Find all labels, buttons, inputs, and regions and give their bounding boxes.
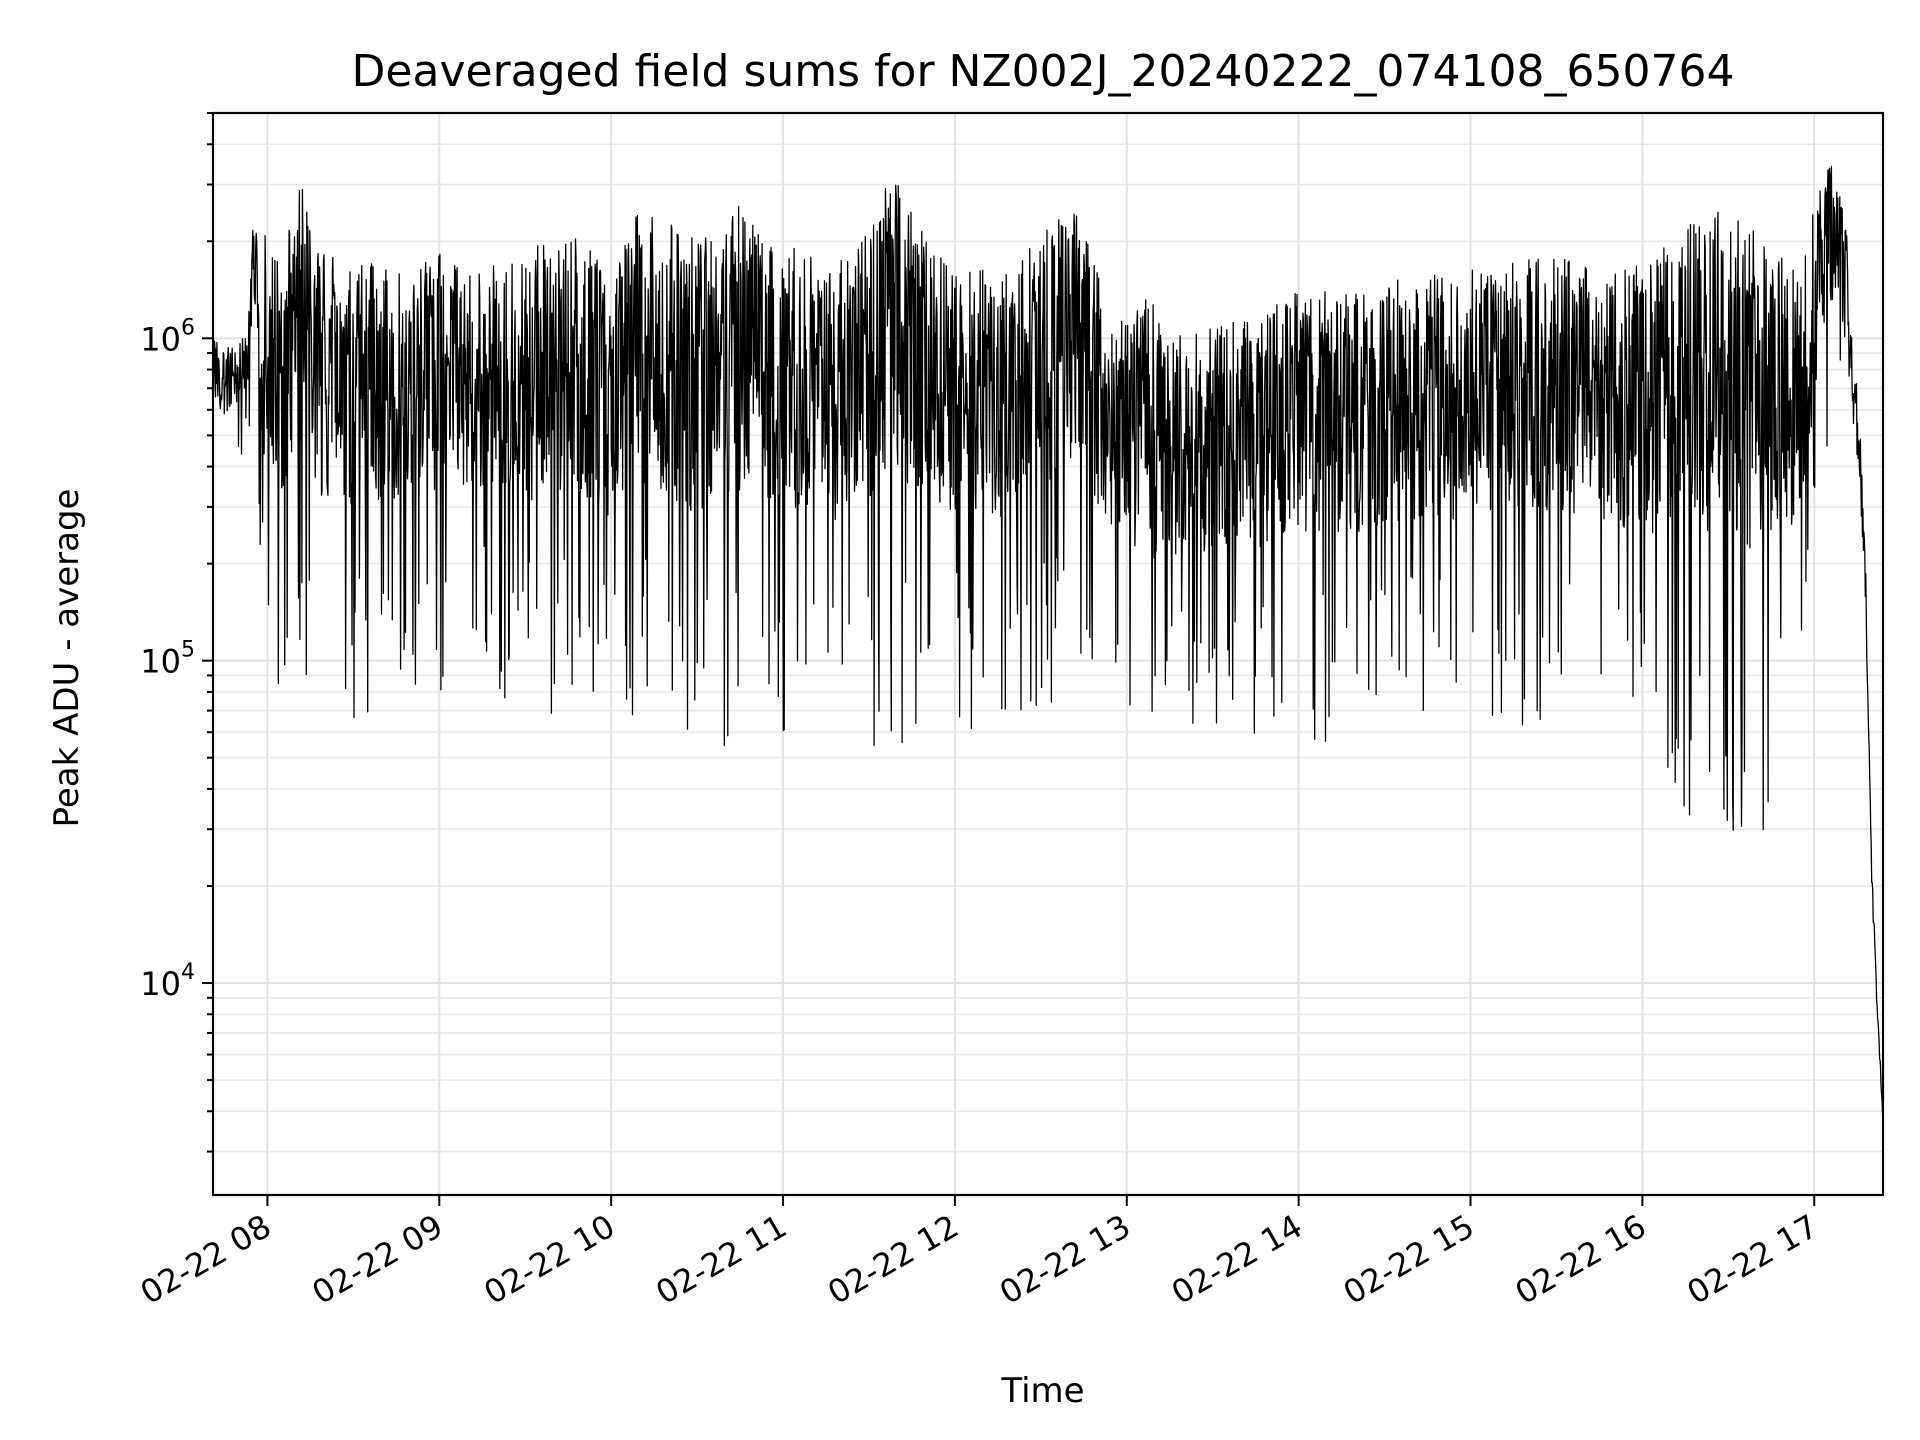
plot-frame — [211, 111, 1885, 1197]
y-tick-label: 106 — [140, 315, 195, 358]
x-axis-label: Time — [1000, 1371, 1084, 1411]
y-axis: 104 105 106 — [140, 112, 213, 1153]
y-axis-label: Peak ADU - average — [47, 489, 87, 828]
y-tick-label: 104 — [140, 960, 195, 1003]
chart-title: Deaveraged field sums for NZ002J_2024022… — [352, 46, 1735, 97]
series-line — [212, 165, 1884, 1121]
y-tick-label: 105 — [140, 638, 195, 681]
